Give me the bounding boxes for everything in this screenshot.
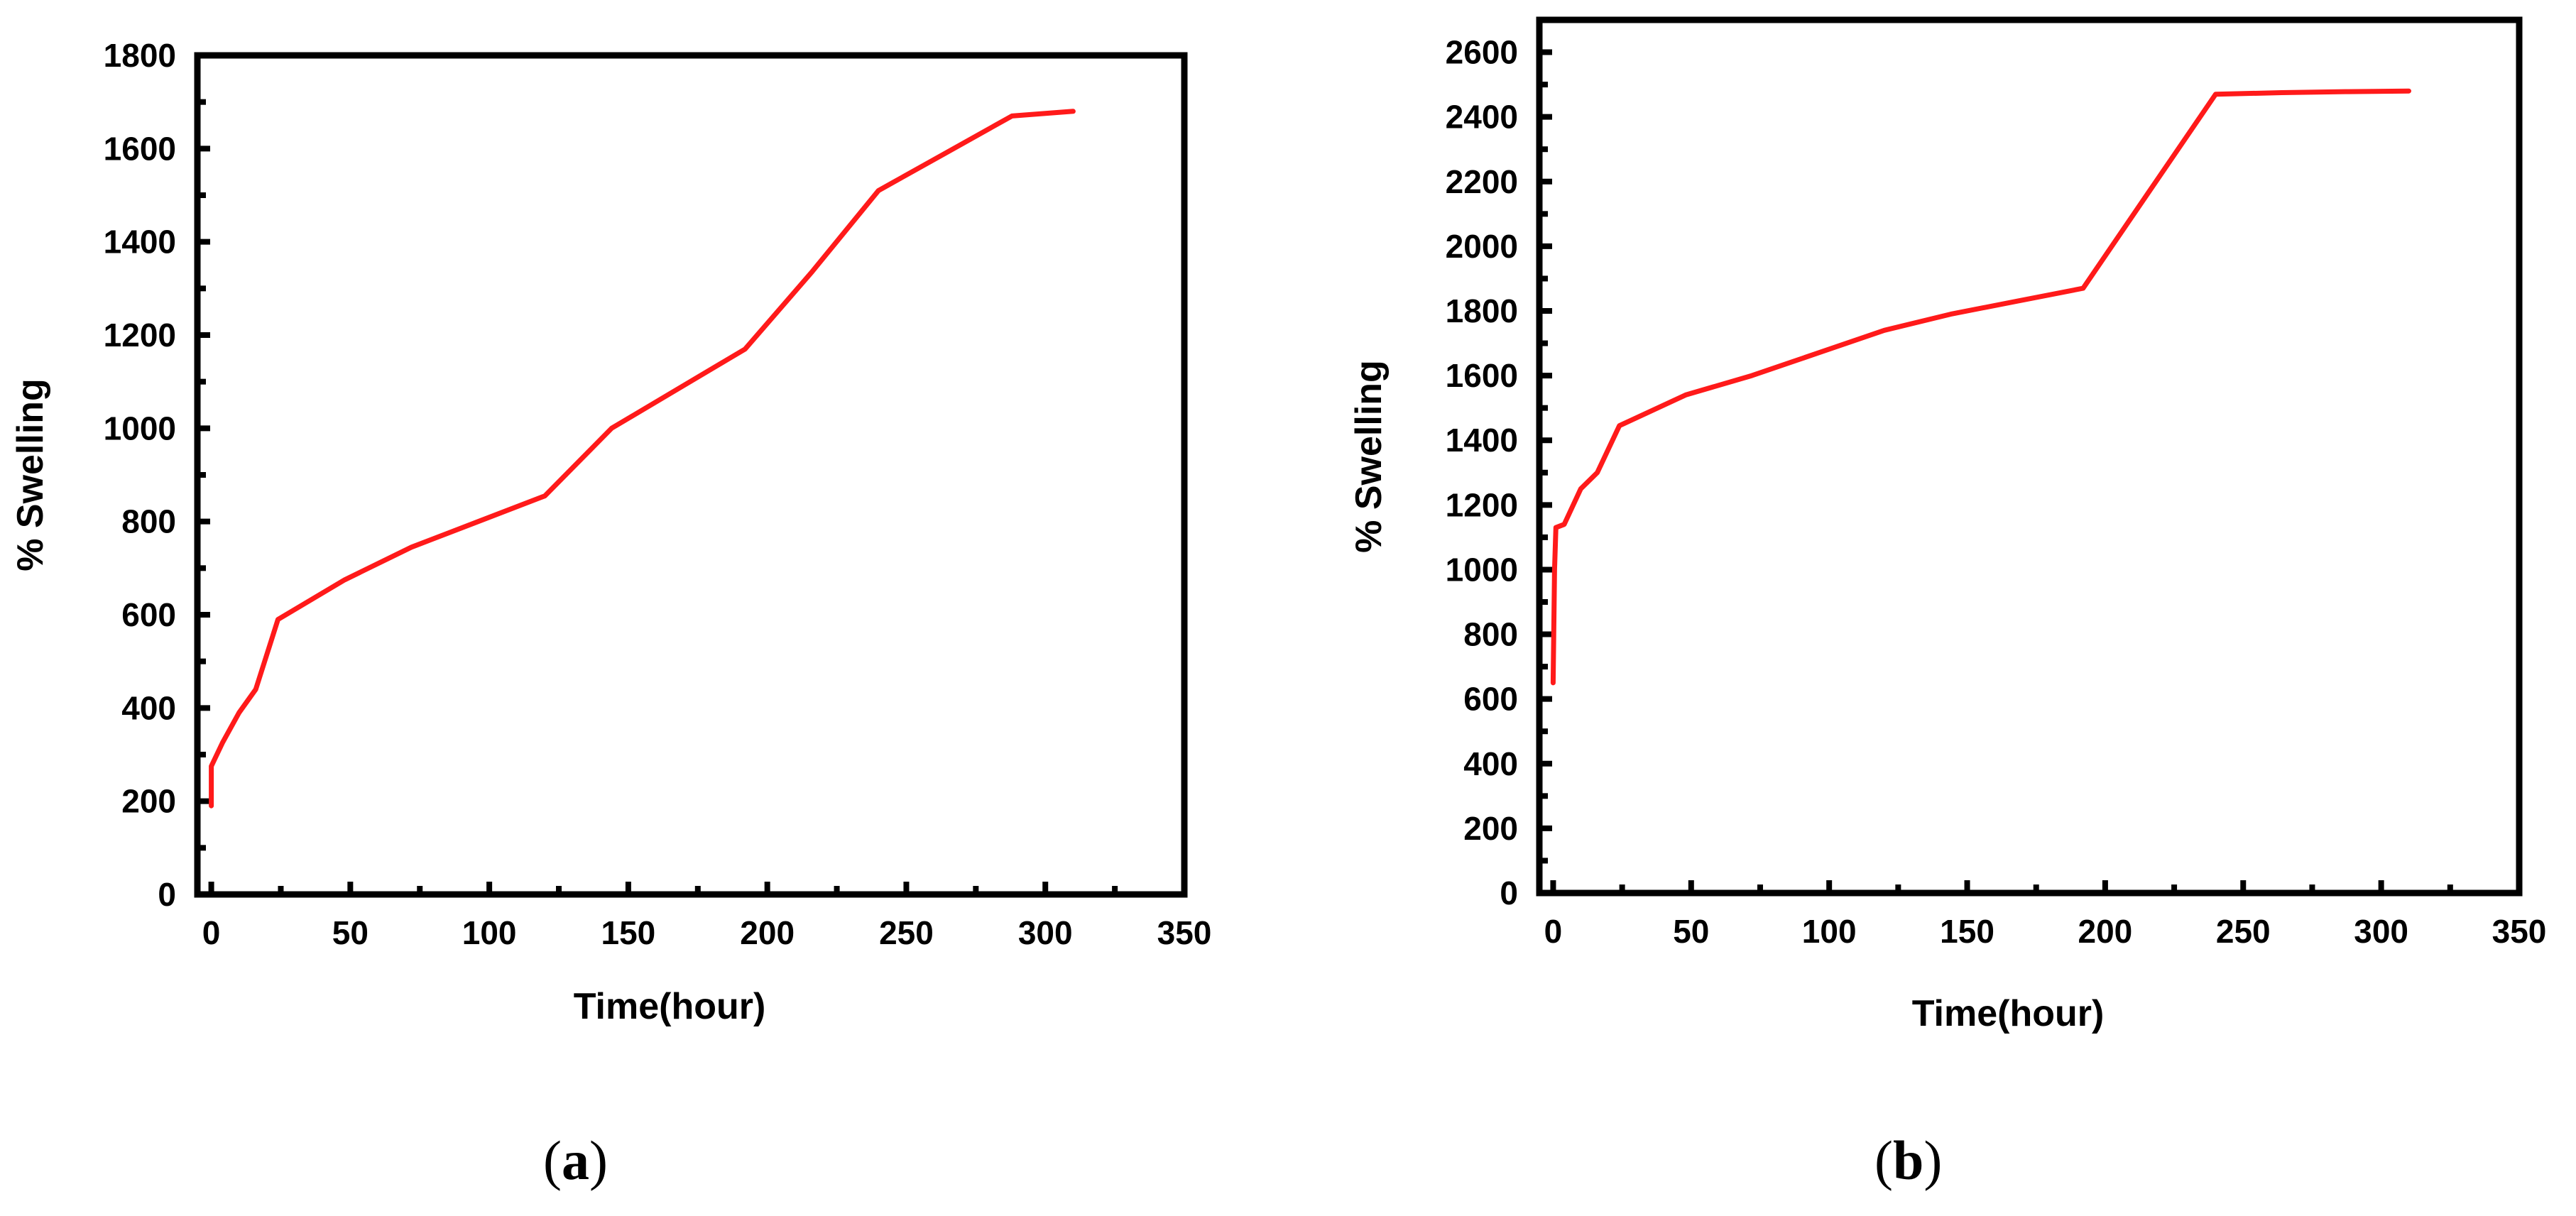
y-tick-label: 2000 [1446, 228, 1518, 265]
y-tick-label: 1600 [104, 130, 176, 167]
x-tick-label: 350 [2492, 913, 2547, 950]
y-tick-label: 2200 [1446, 163, 1518, 200]
chart-a: 0 200 400 600 800 1000 1200 1400 1600 1800 0 50 100 1… [10, 37, 1211, 1027]
x-tick-label: 100 [462, 914, 517, 951]
y-tick-label: 1200 [104, 317, 176, 354]
y-tick-label: 400 [1463, 745, 1518, 782]
plot-frame [1536, 16, 2523, 897]
x-axis-label: Time(hour) [1912, 993, 2105, 1034]
y-tick-label: 1400 [1446, 422, 1518, 459]
y-tick-label: 800 [1463, 616, 1518, 653]
x-tick-label: 350 [1157, 914, 1212, 951]
panel-label-b: (b) [1874, 1129, 1943, 1191]
x-tick-label: 150 [1940, 913, 1994, 950]
y-tick-label: 1800 [1446, 292, 1518, 329]
y-tick-label: 1800 [104, 37, 176, 74]
series-line [1550, 88, 2411, 686]
y-tick-label: 0 [158, 876, 176, 913]
panel-label-a: (a) [543, 1129, 608, 1191]
y-tick-label: 1400 [104, 224, 176, 261]
x-tick-label: 300 [1018, 914, 1073, 951]
x-tick-label: 250 [879, 914, 934, 951]
y-tick-label: 1600 [1446, 357, 1518, 394]
x-tick-label: 100 [1802, 913, 1857, 950]
y-tick-label: 800 [121, 503, 176, 540]
y-tick-label: 1000 [1446, 551, 1518, 588]
x-tick-label: 300 [2354, 913, 2408, 950]
y-axis-label: % Swelling [10, 378, 51, 571]
x-tick-label: 0 [1544, 913, 1563, 950]
series-line [209, 109, 1076, 809]
y-tick-label: 0 [1500, 875, 1518, 911]
x-tick-label: 50 [332, 914, 369, 951]
y-tick-label: 2600 [1446, 34, 1518, 71]
chart-b: 0200400600800100012001400160018002000220… [1348, 16, 2547, 1034]
x-tick-label: 200 [2078, 913, 2133, 950]
y-tick-label: 200 [121, 783, 176, 820]
y-tick-label: 2400 [1446, 99, 1518, 136]
plot-frame [194, 52, 1188, 898]
y-tick-label: 1200 [1446, 486, 1518, 523]
y-tick-label: 200 [1463, 810, 1518, 847]
y-tick-label: 400 [121, 689, 176, 726]
y-tick-label: 1000 [104, 410, 176, 447]
x-axis-label: Time(hour) [574, 986, 766, 1027]
x-tick-label: 250 [2216, 913, 2271, 950]
y-tick-label: 600 [1463, 681, 1518, 718]
x-tick-label: 0 [202, 914, 221, 951]
x-tick-label: 150 [601, 914, 656, 951]
x-tick-label: 50 [1673, 913, 1709, 950]
y-tick-label: 600 [121, 596, 176, 633]
y-axis-label: % Swelling [1348, 360, 1390, 553]
x-tick-label: 200 [740, 914, 795, 951]
